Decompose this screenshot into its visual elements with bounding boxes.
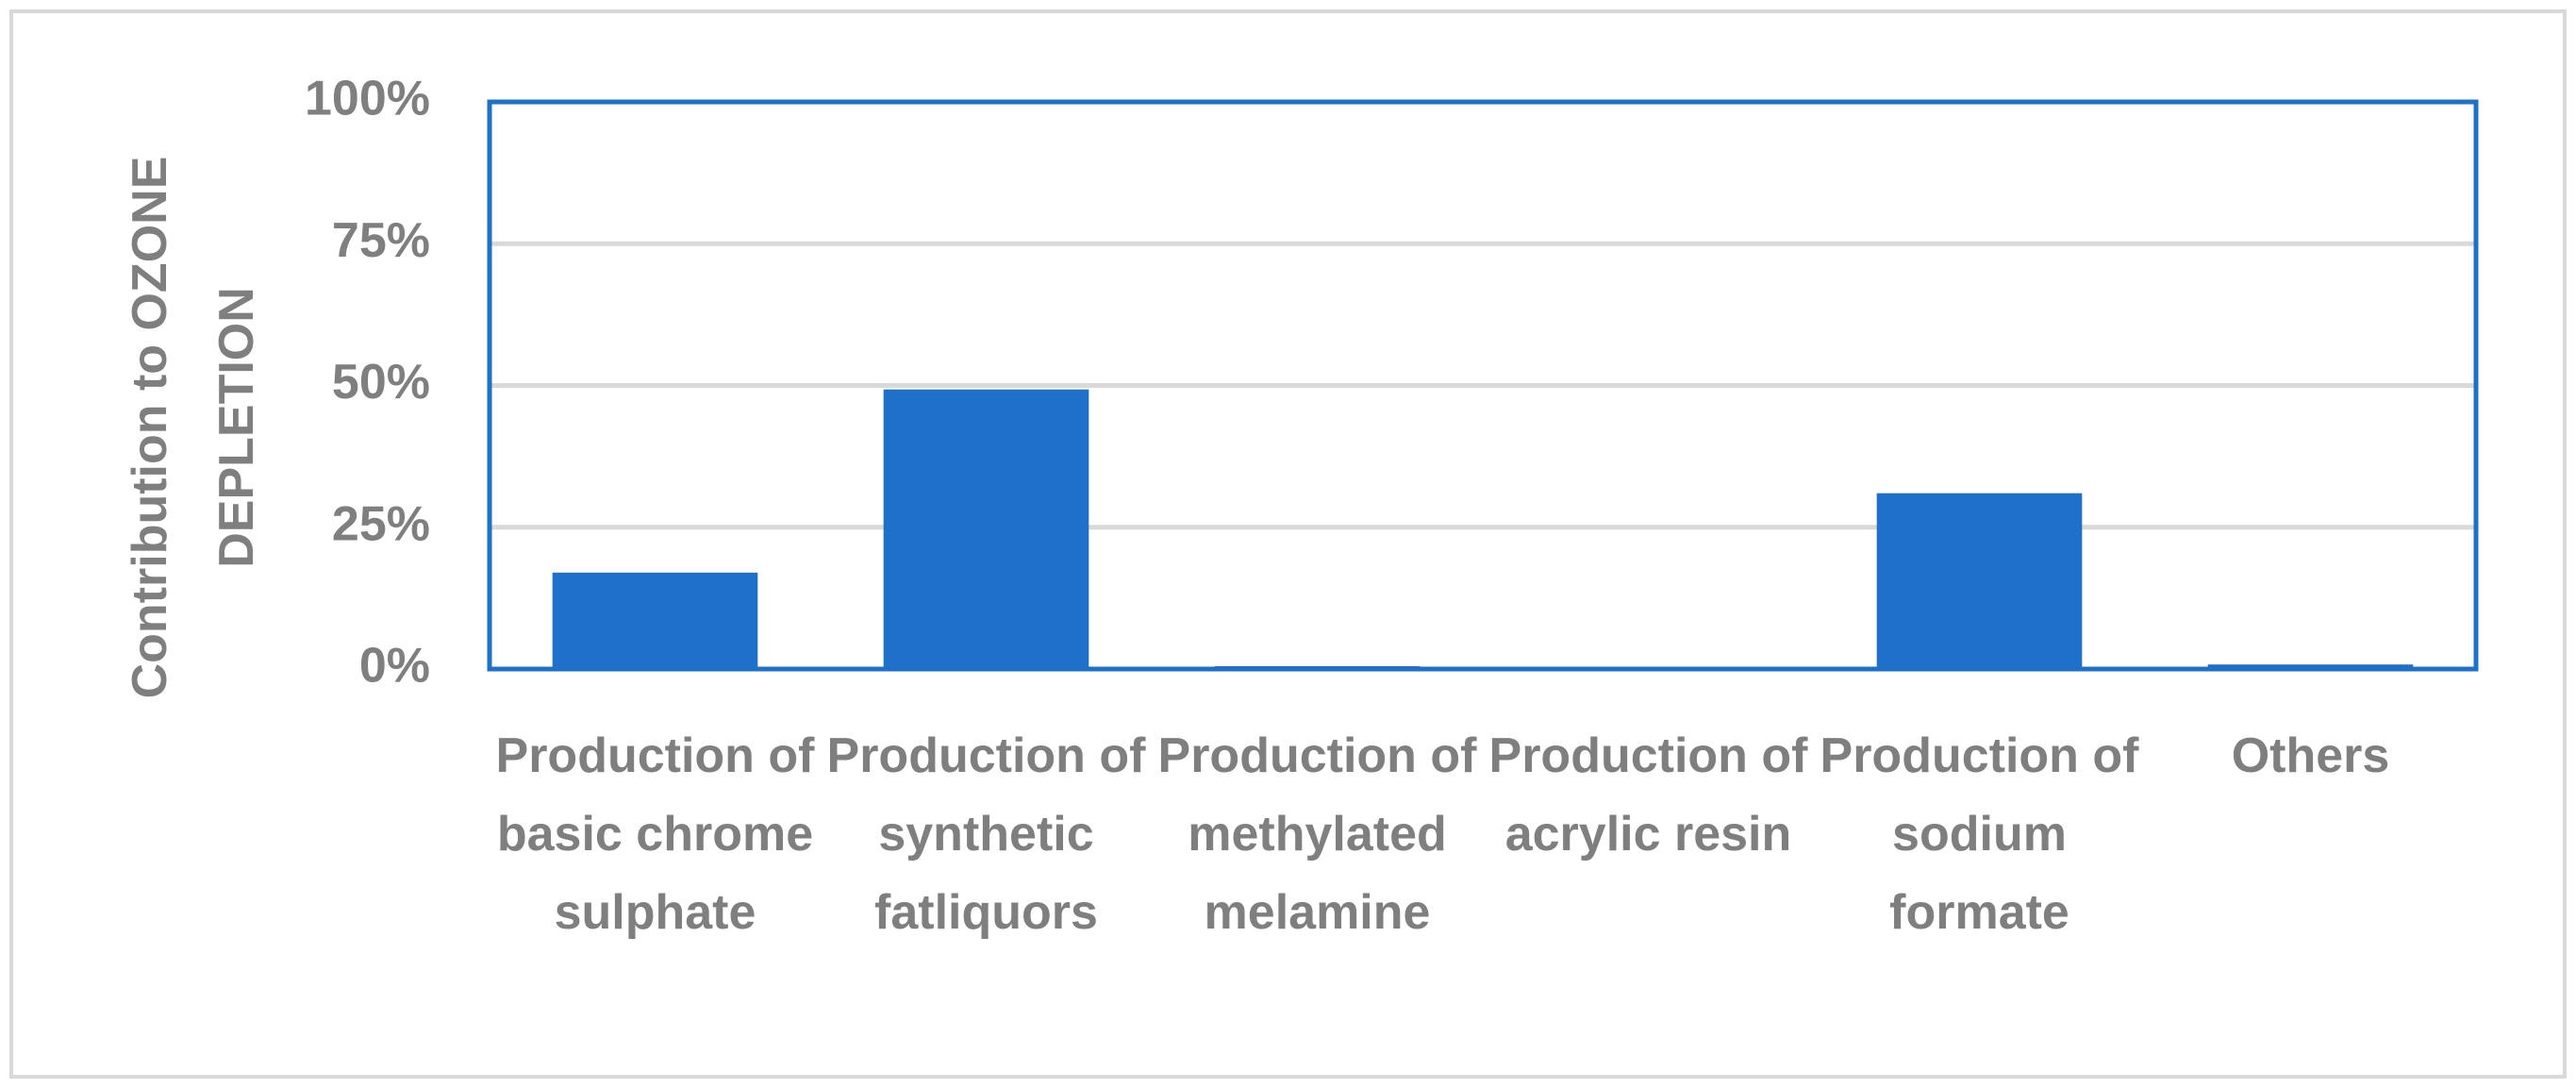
bar — [552, 572, 758, 669]
x-tick-label: Production of basic chrome sulphate — [495, 728, 815, 940]
y-tick-label: 50% — [332, 355, 430, 410]
y-tick-label: 0% — [359, 639, 430, 694]
plot-frame — [487, 99, 2479, 672]
y-tick-label: 25% — [332, 496, 430, 551]
outer-border — [9, 9, 2567, 1079]
bar — [1214, 665, 1421, 669]
x-tick-label: Production of synthetic fatliquors — [826, 728, 1146, 940]
bar — [883, 389, 1089, 669]
y-tick-label: 100% — [305, 72, 430, 126]
y-tick-label: 75% — [332, 213, 430, 268]
x-tick-label: Production of methylated melamine — [1157, 728, 1477, 940]
bar — [1545, 667, 1752, 669]
bar — [1876, 493, 2083, 669]
bar — [2207, 664, 2414, 669]
x-tick-label: Others — [2231, 728, 2390, 783]
x-tick-label: Production of acrylic resin — [1488, 728, 1808, 862]
x-tick-label: Production of sodium formate — [1820, 728, 2139, 940]
y-axis-title: Contribution to OZONE DEPLETION — [123, 156, 264, 699]
